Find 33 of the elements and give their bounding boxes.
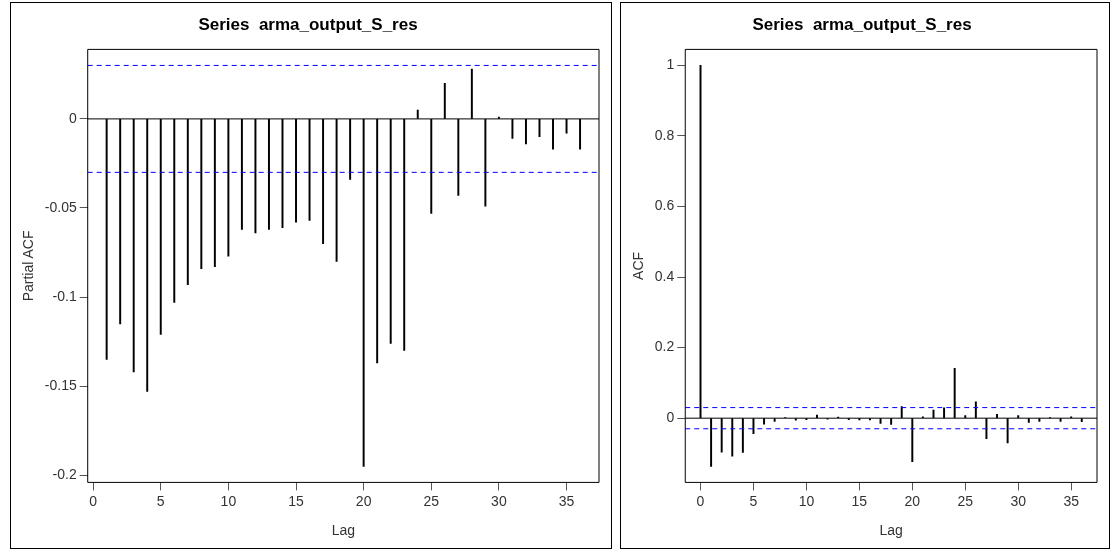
y-tick-label: -0.05 — [44, 198, 77, 215]
y-tick-label: -0.15 — [44, 377, 77, 394]
x-tick-label: 25 — [423, 492, 440, 509]
x-tick-label: 0 — [696, 492, 705, 509]
x-tick-label: 30 — [491, 492, 507, 509]
x-tick-label: 15 — [288, 492, 305, 509]
y-axis-title: ACF — [630, 251, 647, 280]
y-tick-label: 0.6 — [654, 197, 675, 214]
y-axis-title: Partial ACF — [20, 230, 37, 302]
x-tick-label: 5 — [749, 492, 758, 509]
y-tick-label: 0.2 — [654, 338, 675, 355]
y-tick-label: 0 — [666, 409, 675, 426]
x-tick-label: 5 — [156, 492, 165, 509]
y-tick-label: 0.8 — [654, 126, 675, 143]
x-tick-label: 15 — [851, 492, 868, 509]
y-tick-label: 1 — [666, 56, 675, 73]
y-tick-label: 0.4 — [654, 267, 675, 284]
chart-title: Series arma_output_S_res — [198, 14, 418, 34]
x-tick-label: 0 — [89, 492, 98, 509]
x-axis-title: Lag — [879, 522, 903, 539]
x-tick-label: 25 — [957, 492, 974, 509]
y-tick-label: 0 — [68, 109, 77, 126]
y-tick-label: -0.2 — [52, 466, 77, 483]
chart-title: Series arma_output_S_res — [752, 14, 972, 34]
x-tick-label: 35 — [1063, 492, 1080, 509]
x-tick-label: 10 — [798, 492, 815, 509]
x-tick-label: 30 — [1010, 492, 1027, 509]
x-axis-title: Lag — [331, 522, 356, 539]
x-tick-label: 20 — [355, 492, 372, 509]
x-tick-label: 20 — [904, 492, 921, 509]
x-tick-label: 10 — [220, 492, 237, 509]
y-tick-label: -0.1 — [52, 287, 77, 304]
x-tick-label: 35 — [558, 492, 575, 509]
